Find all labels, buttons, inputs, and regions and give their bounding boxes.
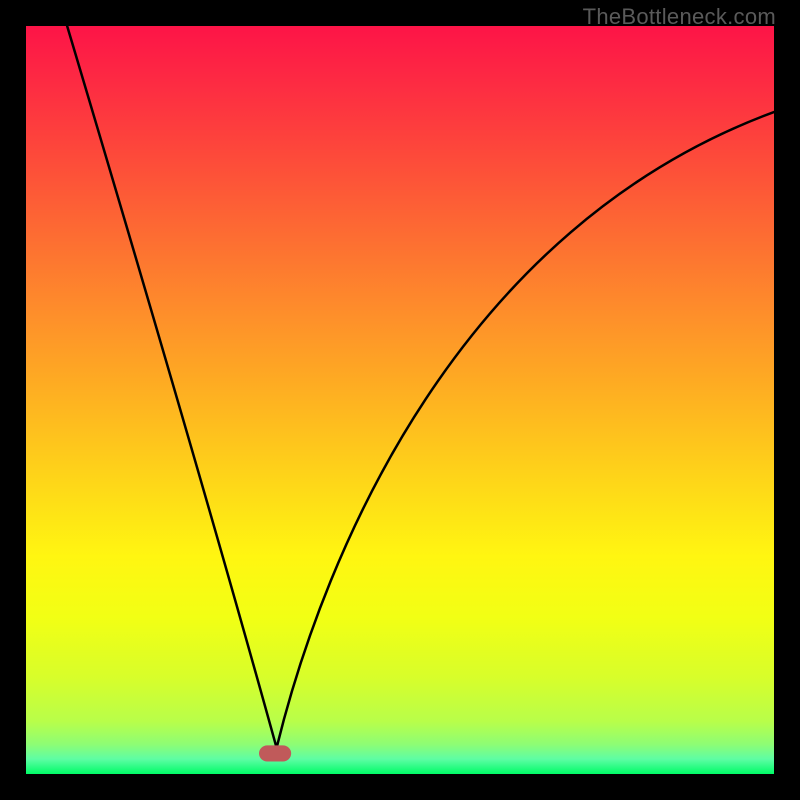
plot-svg bbox=[26, 26, 774, 774]
plot-area bbox=[26, 26, 774, 774]
dip-marker bbox=[259, 745, 291, 761]
gradient-background bbox=[26, 26, 774, 774]
watermark-text: TheBottleneck.com bbox=[583, 4, 776, 30]
chart-outer-frame: TheBottleneck.com bbox=[0, 0, 800, 800]
